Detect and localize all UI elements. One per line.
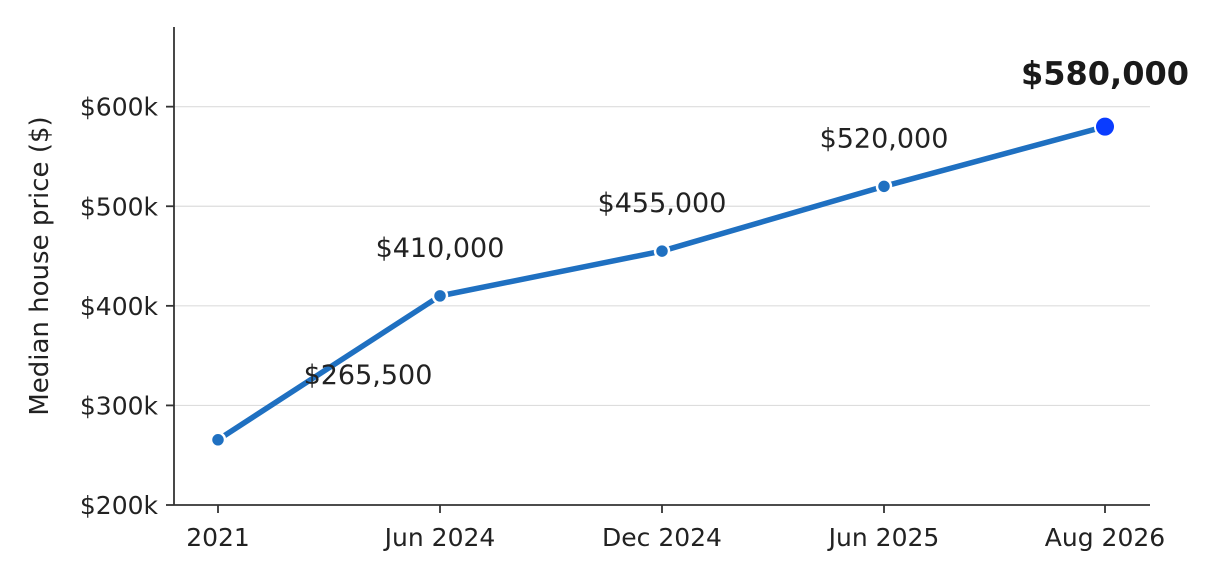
x-tick-label: Jun 2024: [383, 523, 496, 552]
data-point: [875, 178, 893, 195]
y-tick-label: $500k: [80, 192, 159, 221]
axes: [173, 27, 1150, 506]
y-tick-label: $200k: [80, 491, 159, 520]
data-point: [209, 431, 227, 449]
data-label: $410,000: [376, 233, 505, 264]
y-tick-label: $400k: [80, 292, 159, 321]
y-ticks: $200k $300k $400k $500k $600k: [80, 93, 174, 520]
y-tick-label: $600k: [80, 93, 159, 122]
data-label-highlight: $580,000: [1021, 55, 1189, 93]
y-tick-label: $300k: [80, 391, 159, 420]
series: [215, 123, 1108, 443]
gridlines: [174, 106, 1150, 407]
data-points: [209, 115, 1116, 449]
data-point: [431, 287, 449, 305]
data-label: $265,500: [304, 360, 433, 391]
data-point-highlight: [1094, 115, 1116, 138]
y-axis-title: Median house price ($): [25, 116, 55, 415]
data-point: [653, 242, 671, 260]
data-labels: $265,500 $410,000 $455,000 $520,000 $580,000: [304, 55, 1189, 391]
x-ticks: 2021 Jun 2024 Dec 2024 Jun 2025 Aug 2026: [186, 505, 1165, 552]
data-label: $520,000: [820, 123, 949, 154]
x-tick-label: Jun 2025: [827, 523, 940, 552]
x-tick-label: Dec 2024: [602, 523, 722, 552]
x-tick-label: 2021: [186, 523, 250, 552]
series-line: [215, 123, 1108, 443]
x-tick-label: Aug 2026: [1045, 523, 1165, 552]
data-label: $455,000: [598, 188, 727, 219]
